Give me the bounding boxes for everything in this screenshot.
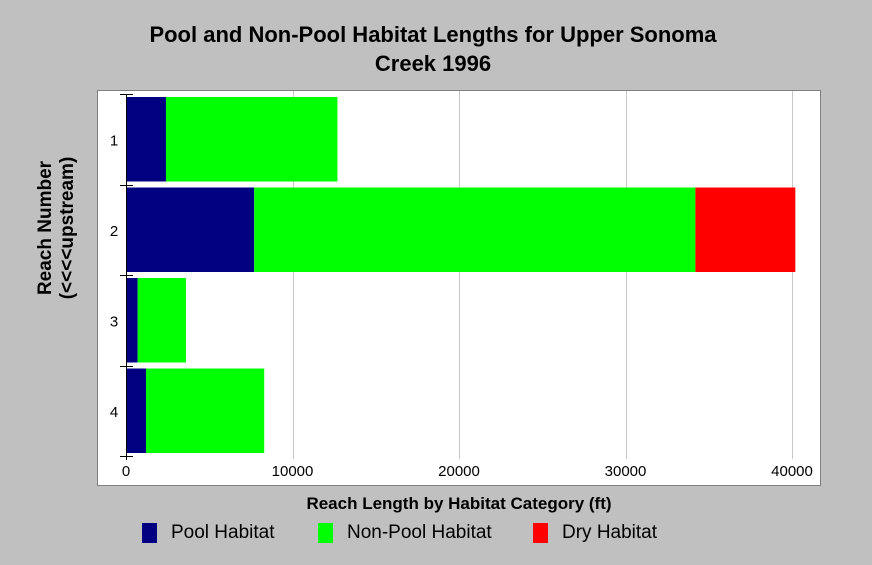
legend-label-dry: Dry Habitat xyxy=(562,522,658,543)
bar-pool-habitat-reach-1 xyxy=(126,97,166,182)
legend-swatch-non-pool xyxy=(318,523,333,543)
bar-non-pool-habitat-reach-4 xyxy=(145,368,265,453)
x-axis-title: Reach Length by Habitat Category (ft) xyxy=(306,494,612,513)
legend-label-pool: Pool Habitat xyxy=(171,522,275,543)
x-tick-label: 10000 xyxy=(272,463,314,480)
y-tick-label: 4 xyxy=(110,404,118,421)
chart-title-line2: Creek 1996 xyxy=(374,51,492,76)
x-tick-label: 0 xyxy=(122,463,130,480)
chart-title: Pool and Non-Pool Habitat Lengths for Up… xyxy=(0,20,866,78)
bar-dry-habitat-reach-2 xyxy=(695,187,796,272)
chart-title-line1: Pool and Non-Pool Habitat Lengths for Up… xyxy=(149,22,717,47)
y-axis-title-line2: (<<<<upstream) xyxy=(57,156,78,300)
bar-pool-habitat-reach-2 xyxy=(126,187,255,272)
x-tick-label: 30000 xyxy=(605,463,647,480)
bar-pool-habitat-reach-3 xyxy=(126,278,138,363)
legend: Pool Habitat Non-Pool Habitat Dry Habita… xyxy=(0,520,872,546)
bar-non-pool-habitat-reach-2 xyxy=(254,187,696,272)
legend-swatch-pool xyxy=(142,523,157,543)
x-tick-label: 40000 xyxy=(771,463,813,480)
y-tick-label: 2 xyxy=(110,223,118,240)
y-tick-label: 1 xyxy=(110,132,118,149)
legend-label-non-pool: Non-Pool Habitat xyxy=(347,522,492,543)
y-axis-title-line1: Reach Number xyxy=(35,160,56,296)
bar-pool-habitat-reach-4 xyxy=(126,368,146,453)
bar-non-pool-habitat-reach-3 xyxy=(137,278,186,363)
y-tick-label: 3 xyxy=(110,313,118,330)
x-tick-label: 20000 xyxy=(438,463,480,480)
legend-swatch-dry xyxy=(533,523,548,543)
bar-non-pool-habitat-reach-1 xyxy=(165,97,338,182)
